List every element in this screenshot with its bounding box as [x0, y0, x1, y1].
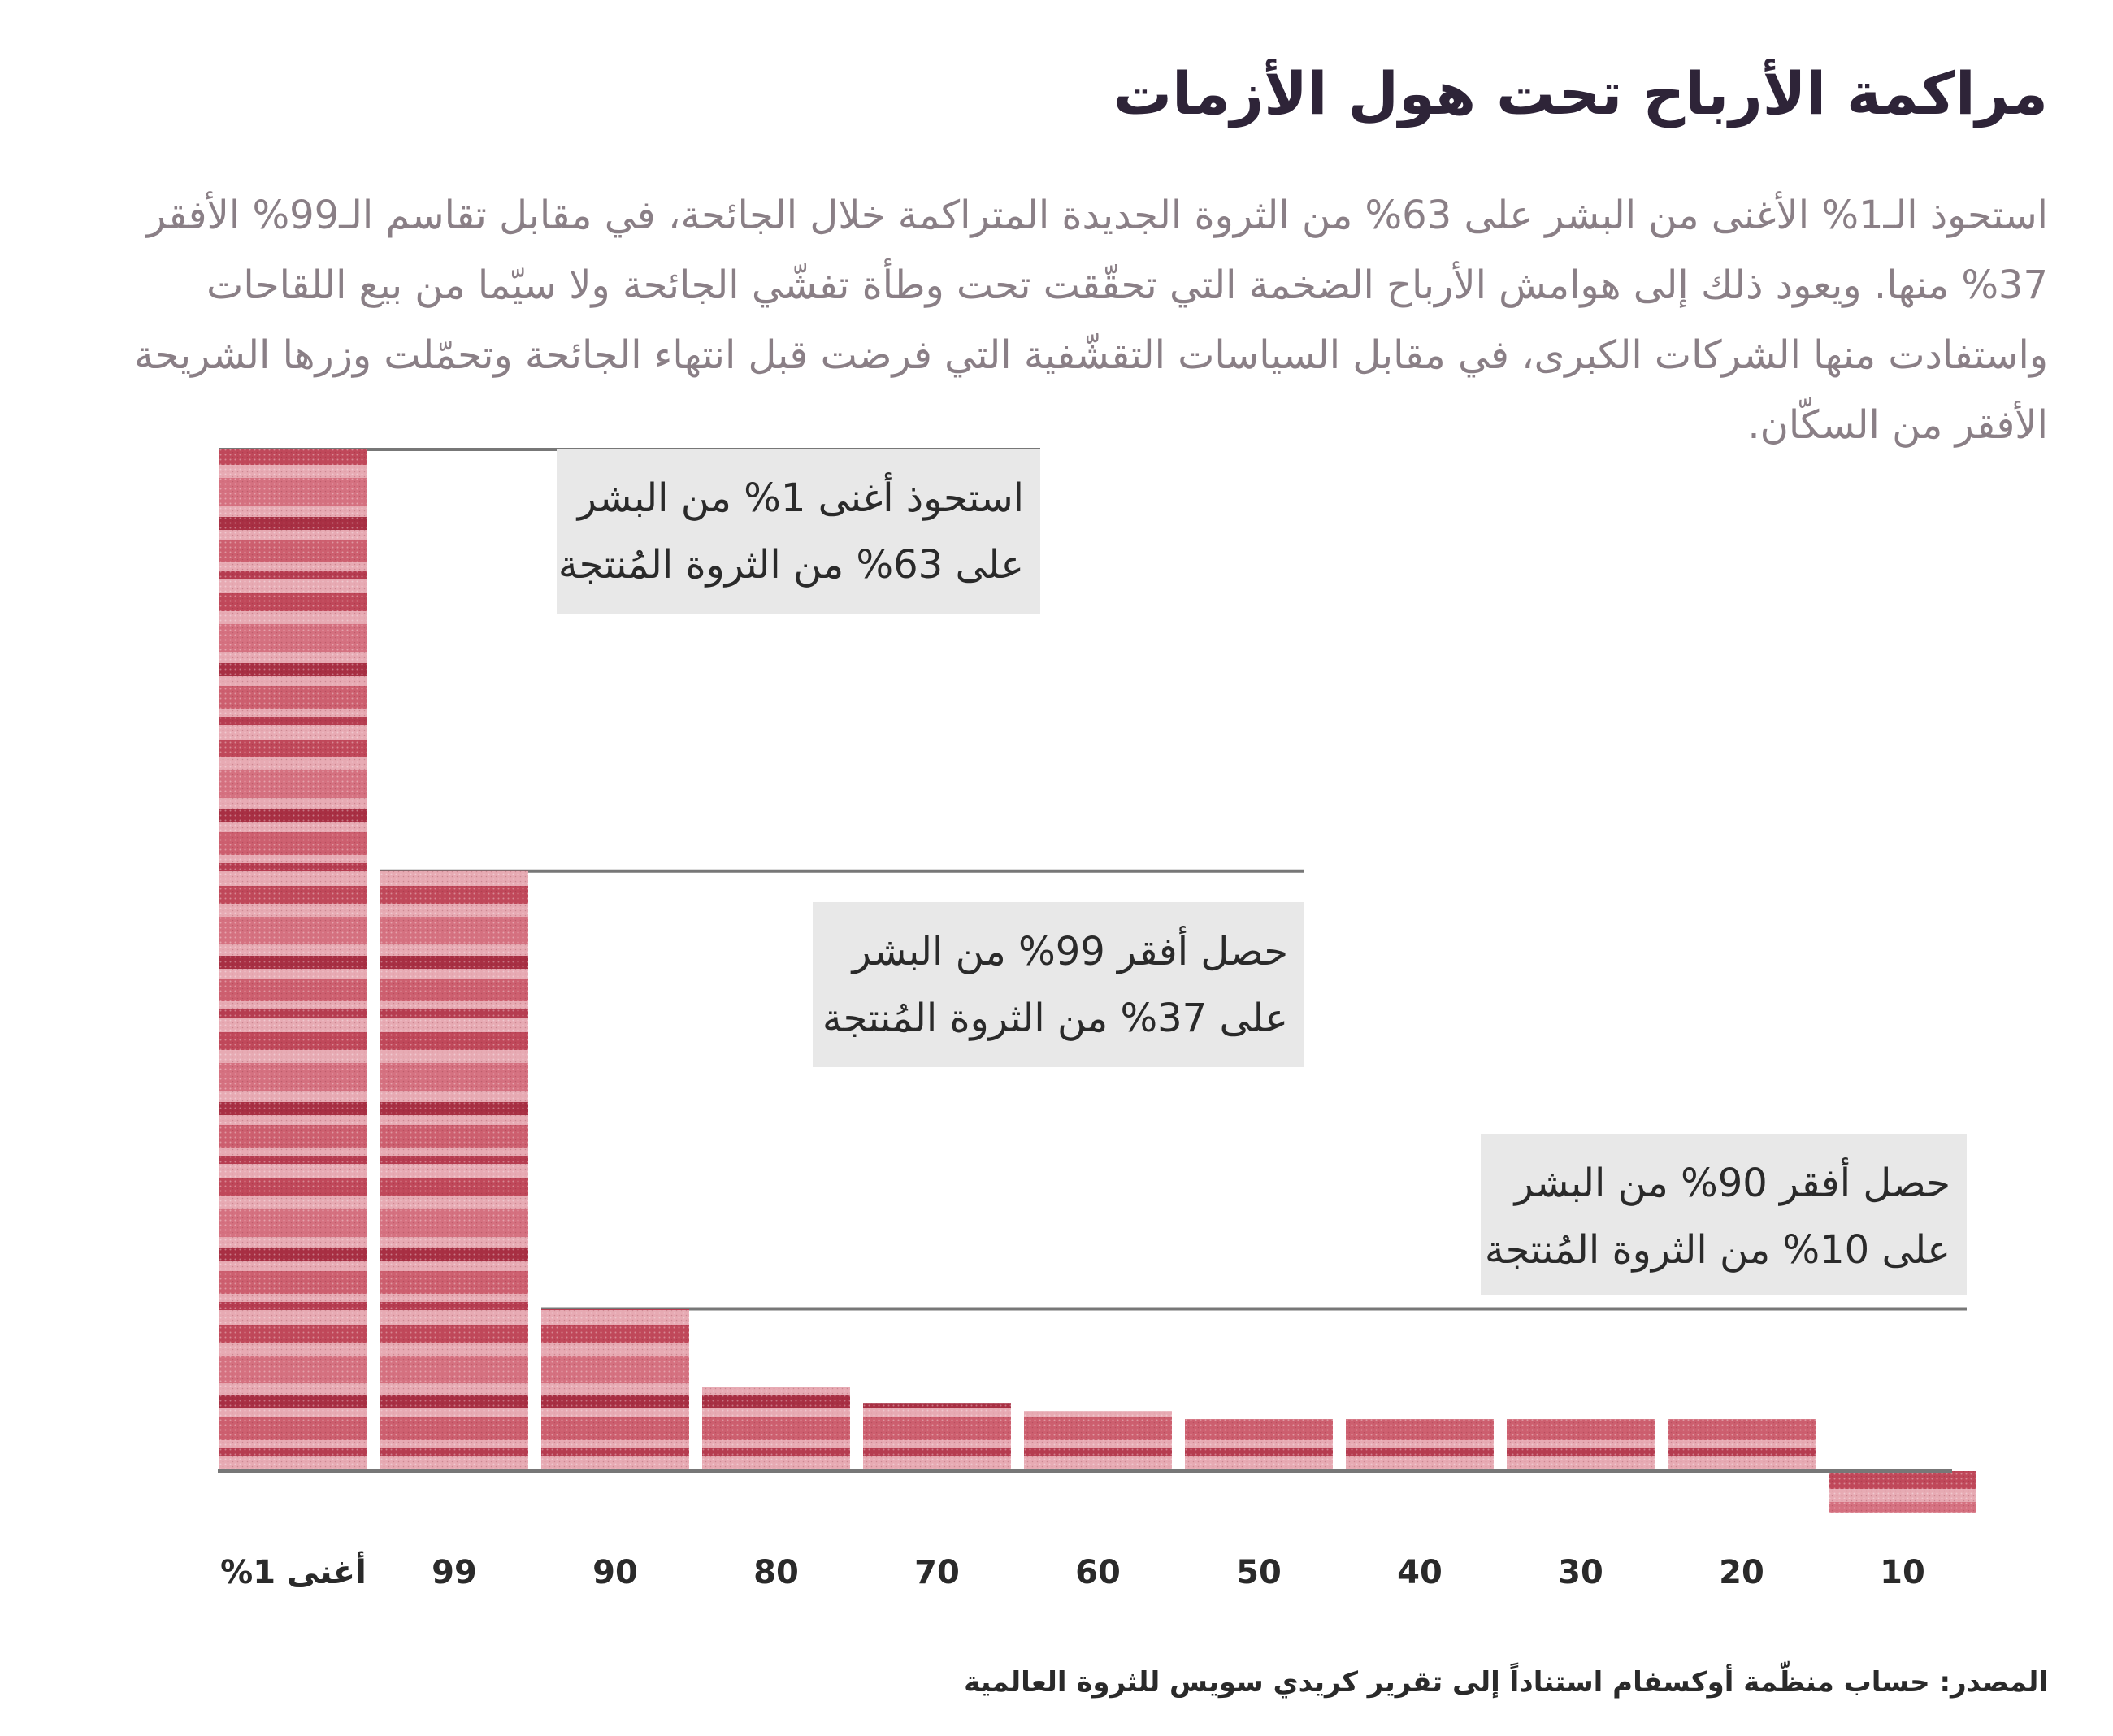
bar-texture-6 — [1024, 1411, 1172, 1471]
bar-texture-1 — [219, 449, 367, 1471]
x-tick-label-8: 40 — [1397, 1554, 1443, 1591]
x-tick-label-2: 99 — [432, 1554, 477, 1591]
source-note: المصدر: حساب منظّمة أوكسفام استناداً إلى… — [964, 1666, 2048, 1699]
annotation-bottom-99-line2: على 37% من الثروة المُنتجة — [822, 996, 1288, 1041]
annotation-bottom-90-percent: حصل أفقر 90% من البشر على 10% من الثروة … — [1481, 1134, 1967, 1295]
chart-subtitle: استحوذ الـ1% الأغنى من البشر على 63% من … — [134, 193, 2048, 448]
annotation-bottom-90-line1: حصل أفقر 90% من البشر — [1514, 1161, 1950, 1206]
annotation-bottom-99-line1: حصل أفقر 99% من البشر — [852, 929, 1288, 974]
annotation-top-1-line2: على 63% من الثروة المُنتجة — [558, 542, 1024, 588]
x-tick-labels: أغنى 1% 99 90 80 70 60 50 40 30 20 10 — [220, 1551, 1925, 1591]
bar-texture-7 — [1185, 1419, 1333, 1471]
bar-texture-2 — [380, 870, 528, 1471]
x-tick-label-3: 90 — [592, 1554, 638, 1591]
annotation-bottom-90-line2: على 10% من الثروة المُنتجة — [1484, 1227, 1950, 1273]
x-tick-label-4: 80 — [753, 1554, 799, 1591]
bar-chart: أغنى 1% 99 90 80 70 60 50 40 30 20 10 — [218, 448, 1976, 1591]
x-tick-label-10: 20 — [1719, 1554, 1764, 1591]
x-tick-label-1: أغنى 1% — [220, 1551, 367, 1591]
x-tick-label-6: 60 — [1075, 1554, 1121, 1591]
bar-texture-10 — [1668, 1419, 1816, 1471]
bar-texture-3 — [541, 1309, 689, 1471]
bar-texture-8 — [1346, 1419, 1494, 1471]
bar-texture-11 — [1829, 1471, 1976, 1513]
bar-texture-9 — [1507, 1419, 1655, 1471]
bars — [219, 449, 1976, 1513]
annotation-top-1-line1: استحوذ أغنى 1% من البشر — [577, 475, 1024, 521]
x-tick-label-7: 50 — [1236, 1554, 1282, 1591]
x-tick-label-9: 30 — [1558, 1554, 1603, 1591]
bar-texture-4 — [702, 1387, 850, 1471]
x-tick-label-11: 10 — [1880, 1554, 1925, 1591]
chart-title: مراكمة الأرباح تحت هول الأزمات — [1113, 59, 2048, 128]
annotation-bottom-99-percent: حصل أفقر 99% من البشر على 37% من الثروة … — [813, 902, 1304, 1067]
x-tick-label-5: 70 — [914, 1554, 960, 1591]
annotation-top-1-percent: استحوذ أغنى 1% من البشر على 63% من الثرو… — [557, 449, 1040, 614]
bar-texture-5 — [863, 1403, 1011, 1471]
